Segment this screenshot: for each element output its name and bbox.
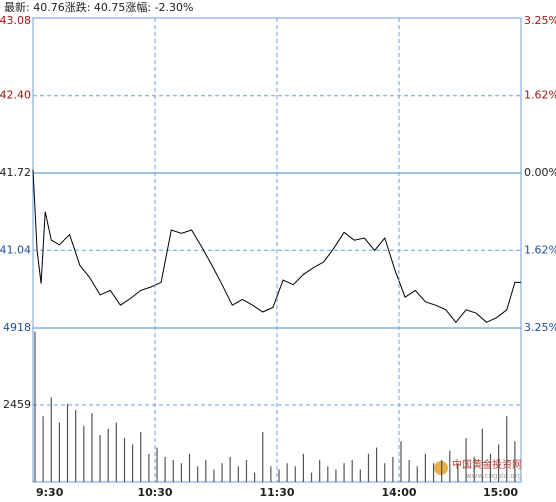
volume-bar	[481, 428, 483, 482]
y-tick-label: 2459	[3, 398, 31, 411]
volume-bar	[384, 463, 386, 482]
volume-bar	[270, 466, 272, 482]
y2-tick-label: 1.62%	[524, 243, 556, 256]
volume-bar	[319, 460, 321, 482]
volume-bar	[132, 444, 134, 482]
y2-tick-label: 3.25%	[524, 321, 556, 334]
volume-bar	[498, 444, 500, 482]
volume-bar	[449, 450, 451, 482]
volume-bar	[286, 463, 288, 482]
volume-bar	[180, 463, 182, 482]
volume-bar	[327, 466, 329, 482]
volume-bar	[489, 453, 492, 482]
watermark-name: 中国黄金投资网	[452, 458, 522, 471]
volume-bar	[83, 425, 85, 482]
volume-bar	[213, 469, 215, 482]
x-tick-label: 14:00	[381, 486, 416, 499]
volume-bar	[278, 469, 280, 482]
volume-bar	[416, 466, 418, 482]
volume-bar	[99, 435, 101, 482]
volume-bar	[335, 469, 337, 482]
volume-bar	[205, 460, 207, 482]
y-tick-label: 41.72	[0, 166, 31, 179]
volume-bar	[424, 453, 426, 482]
volume-bar	[359, 469, 361, 482]
y2-tick-label: 3.25%	[524, 14, 556, 27]
volume-bar	[310, 472, 313, 482]
logo	[434, 461, 448, 475]
volume-bar	[302, 453, 304, 482]
x-tick-label: 10:30	[137, 486, 172, 499]
volume-bar	[262, 431, 264, 482]
volume-bar	[197, 466, 199, 482]
x-tick-label: 11:30	[259, 486, 294, 499]
x-tick-label: 9:30	[36, 486, 64, 499]
volume-bar	[140, 431, 142, 482]
volume-bar	[75, 409, 77, 482]
y-tick-label: 41.04	[0, 244, 31, 257]
volume-bar	[188, 453, 191, 482]
volume-bar	[115, 422, 117, 482]
volume-bar	[91, 413, 93, 482]
volume-bar	[237, 466, 239, 482]
volume-bar	[123, 438, 126, 482]
volume-bar	[148, 453, 150, 482]
volume-bar	[351, 460, 353, 482]
volume-bar	[465, 438, 467, 482]
volume-bar	[506, 416, 508, 482]
volume-bar	[514, 441, 516, 482]
volume-bar	[221, 463, 223, 482]
y-tick-label: 42.40	[0, 89, 31, 102]
volume-bar	[376, 447, 378, 482]
volume-bar	[164, 456, 166, 482]
y2-tick-label: 0.00%	[524, 166, 556, 179]
chart-title: 最新: 40.76涨跌: 40.75涨幅: -2.30%	[4, 0, 194, 14]
volume-bar	[245, 460, 248, 482]
price-line	[32, 169, 521, 324]
volume-bar	[367, 453, 370, 482]
volume-bar	[172, 460, 174, 482]
volume-bar	[107, 428, 109, 482]
volume-bar	[66, 403, 69, 482]
volume-bar	[156, 447, 158, 482]
volume-bar	[42, 416, 44, 482]
y-tick-label: 4918	[3, 321, 31, 334]
volume-bar	[392, 456, 394, 482]
volume-bar	[229, 456, 231, 482]
volume-bar	[254, 472, 256, 482]
volume-bar	[457, 463, 459, 482]
x-tick-label: 15:00	[483, 486, 518, 499]
volume-bar	[473, 456, 475, 482]
volume-bar	[34, 331, 36, 482]
volume-bar	[294, 466, 296, 482]
watermark-url: www.cngold.org	[466, 472, 522, 480]
y-tick-label: 43.08	[0, 14, 31, 27]
y2-tick-label: 1.62%	[524, 89, 556, 102]
volume-bar	[441, 460, 443, 482]
volume-bar	[400, 441, 402, 482]
volume-bar	[408, 460, 410, 482]
volume-bar	[343, 463, 345, 482]
volume-bar	[50, 397, 52, 482]
volume-bar	[432, 463, 435, 482]
volume-bar	[58, 422, 60, 482]
